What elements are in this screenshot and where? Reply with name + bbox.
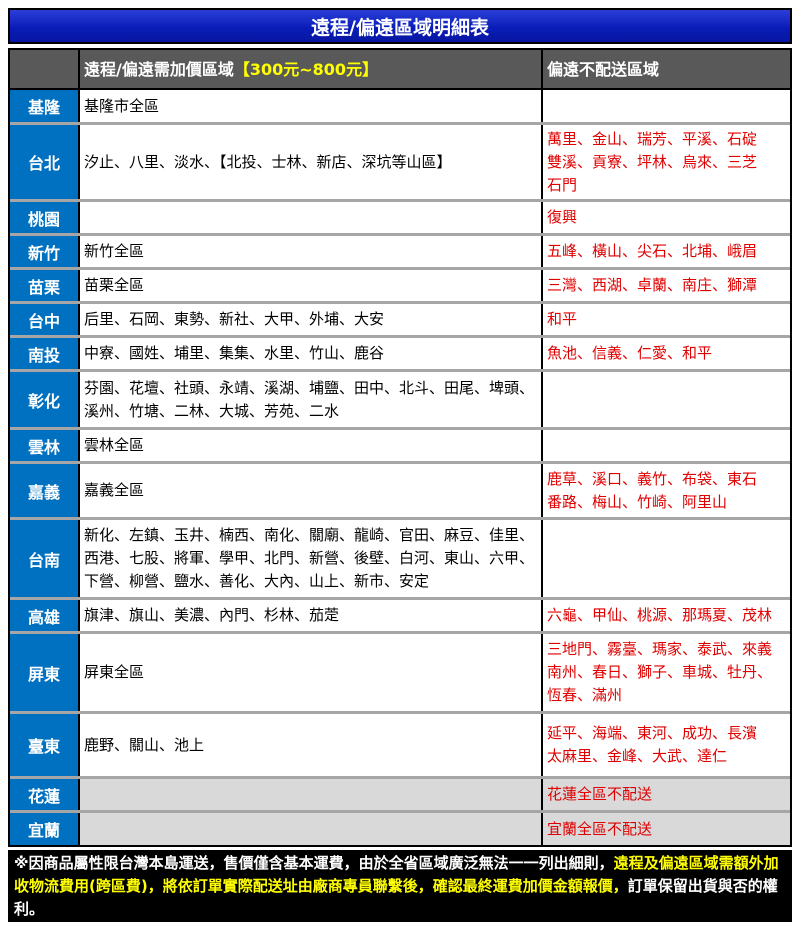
region-name: 嘉義 [10, 464, 78, 517]
table-row: 基隆 基隆市全區 [10, 90, 790, 125]
region-table: 遠程/偏遠需加價區域 【300元~800元】 偏遠不配送區域 基隆 基隆市全區 台北汐… [8, 48, 792, 847]
no-delivery-line: 花蓮全區不配送 [547, 785, 653, 803]
no-delivery-areas: 三灣、西湖、卓蘭、南庄、獅潭 [543, 270, 790, 301]
table-row: 台中 后里、石岡、東勢、新社、大甲、外埔、大安 和平 [10, 304, 790, 338]
region-name: 基隆 [10, 90, 78, 122]
table-row: 嘉義 嘉義全區 鹿草、溪口、義竹、布袋、東石 番路、梅山、竹崎、阿里山 [10, 464, 790, 520]
table-row: 雲林 雲林全區 [10, 430, 790, 464]
shipping-note: ※因商品屬性限台灣本島運送，售價僅含基本運費，由於全省區域廣泛無法一一列出細則，… [8, 850, 792, 922]
no-delivery-line: 太麻里、金峰、大武、達仁 [547, 747, 728, 765]
table-row: 高雄 旗津、旗山、美濃、內門、杉林、茄萣 六龜、甲仙、桃源、那瑪夏、茂林 [10, 600, 790, 634]
region-name: 台中 [10, 304, 78, 335]
no-delivery-line: 雙溪、貢寮、坪林、烏來、三芝 [547, 152, 758, 171]
table-row: 新竹 新竹全區 五峰、橫山、尖石、北埔、峨眉 [10, 236, 790, 270]
remote-surcharge-areas: 旗津、旗山、美濃、內門、杉林、茄萣 [78, 600, 543, 631]
header-region-cell [10, 50, 78, 88]
remote-surcharge-areas: 芬園、花壇、社頭、永靖、溪湖、埔鹽、田中、北斗、田尾、埤頭、溪州、竹塘、二林、大… [78, 372, 543, 427]
no-delivery-areas: 延平、海端、東河、成功、長濱 太麻里、金峰、大武、達仁 [543, 714, 790, 776]
remote-surcharge-areas: 新竹全區 [78, 236, 543, 267]
no-delivery-areas: 萬里、金山、瑞芳、平溪、石碇 雙溪、貢寮、坪林、烏來、三芝 石門 [543, 125, 790, 199]
remote-surcharge-areas [78, 779, 543, 810]
region-name: 新竹 [10, 236, 78, 267]
region-name: 花蓮 [10, 779, 78, 810]
no-delivery-line: 五峰、橫山、尖石、北埔、峨眉 [547, 242, 758, 260]
no-delivery-line: 三地門、霧臺、瑪家、泰武、來義 [547, 640, 773, 658]
table-row: 宜蘭 宜蘭全區不配送 [10, 813, 790, 845]
table-row: 臺東 鹿野、關山、池上 延平、海端、東河、成功、長濱 太麻里、金峰、大武、達仁 [10, 714, 790, 779]
no-delivery-areas: 六龜、甲仙、桃源、那瑪夏、茂林 [543, 600, 790, 631]
remote-surcharge-areas: 屏東全區 [78, 634, 543, 711]
no-delivery-areas: 和平 [543, 304, 790, 335]
header-remote-cell: 遠程/偏遠需加價區域 【300元~800元】 [78, 50, 543, 88]
remote-surcharge-areas: 汐止、八里、淡水、【北投、士林、新店、深坑等山區】 [78, 125, 543, 199]
no-delivery-line: 和平 [547, 310, 578, 328]
note-part3: 訂單保留出貨與否的權利。 [14, 877, 778, 918]
region-name: 臺東 [10, 714, 78, 776]
region-name: 苗栗 [10, 270, 78, 301]
no-delivery-line: 三灣、西湖、卓蘭、南庄、獅潭 [547, 276, 758, 294]
region-name: 桃園 [10, 202, 78, 233]
no-delivery-areas: 魚池、信義、仁愛、和平 [543, 338, 790, 369]
header-remote-label: 遠程/偏遠需加價區域 [84, 59, 234, 79]
table-row: 台南 新化、左鎮、玉井、楠西、南化、關廟、龍崎、官田、麻豆、佳里、西港、七股、將軍… [10, 520, 790, 600]
no-delivery-line: 石門 [547, 175, 578, 194]
no-delivery-line: 延平、海端、東河、成功、長濱 [547, 724, 758, 742]
header-remote-price: 【300元~800元】 [233, 59, 379, 79]
table-row: 南投 中寮、國姓、埔里、集集、水里、竹山、鹿谷 魚池、信義、仁愛、和平 [10, 338, 790, 372]
region-name: 宜蘭 [10, 813, 78, 845]
table-row: 桃園 復興 [10, 202, 790, 236]
no-delivery-areas: 宜蘭全區不配送 [543, 813, 790, 845]
region-name: 雲林 [10, 430, 78, 461]
no-delivery-areas: 五峰、橫山、尖石、北埔、峨眉 [543, 236, 790, 267]
no-delivery-areas [543, 372, 790, 427]
region-name: 彰化 [10, 372, 78, 427]
region-name: 台北 [10, 125, 78, 199]
table-header: 遠程/偏遠需加價區域 【300元~800元】 偏遠不配送區域 [10, 50, 790, 90]
no-delivery-line: 鹿草、溪口、義竹、布袋、東石 [547, 469, 758, 488]
region-name: 南投 [10, 338, 78, 369]
remote-surcharge-areas [78, 813, 543, 845]
no-delivery-line: 萬里、金山、瑞芳、平溪、石碇 [547, 129, 758, 148]
no-delivery-line: 魚池、信義、仁愛、和平 [547, 344, 713, 362]
note-part1: ※因商品屬性限台灣本島運送，售價僅含基本運費，由於全省區域廣泛無法一一列出細則， [14, 854, 614, 872]
remote-surcharge-areas: 嘉義全區 [78, 464, 543, 517]
no-delivery-line: 宜蘭全區不配送 [547, 819, 653, 838]
no-delivery-areas [543, 430, 790, 461]
no-delivery-areas [543, 520, 790, 597]
remote-surcharge-areas [78, 202, 543, 233]
table-row: 花蓮 花蓮全區不配送 [10, 779, 790, 813]
table-row: 苗栗 苗栗全區 三灣、西湖、卓蘭、南庄、獅潭 [10, 270, 790, 304]
remote-surcharge-areas: 新化、左鎮、玉井、楠西、南化、關廟、龍崎、官田、麻豆、佳里、西港、七股、將軍、學… [78, 520, 543, 597]
no-delivery-areas [543, 90, 790, 122]
note-part2: 遠程及偏遠區域需額外加收物流費用(跨區費)，將依訂單實際配送址由廠商專員聯繫後，… [14, 854, 779, 895]
region-name: 屏東 [10, 634, 78, 711]
remote-surcharge-areas: 苗栗全區 [78, 270, 543, 301]
no-delivery-line: 南州、春日、獅子、車城、牡丹、 [547, 663, 773, 681]
remote-surcharge-areas: 雲林全區 [78, 430, 543, 461]
table-row: 台北 汐止、八里、淡水、【北投、士林、新店、深坑等山區】 萬里、金山、瑞芳、平溪、石… [10, 125, 790, 202]
region-name: 高雄 [10, 600, 78, 631]
remote-surcharge-areas: 基隆市全區 [78, 90, 543, 122]
remote-surcharge-areas: 中寮、國姓、埔里、集集、水里、竹山、鹿谷 [78, 338, 543, 369]
header-no-delivery-cell: 偏遠不配送區域 [543, 50, 790, 88]
region-name: 台南 [10, 520, 78, 597]
remote-surcharge-areas: 后里、石岡、東勢、新社、大甲、外埔、大安 [78, 304, 543, 335]
table-row: 彰化 芬園、花壇、社頭、永靖、溪湖、埔鹽、田中、北斗、田尾、埤頭、溪州、竹塘、二林… [10, 372, 790, 430]
no-delivery-areas: 復興 [543, 202, 790, 233]
no-delivery-line: 復興 [547, 208, 578, 226]
no-delivery-areas: 三地門、霧臺、瑪家、泰武、來義 南州、春日、獅子、車城、牡丹、 恆春、滿州 [543, 634, 790, 711]
remote-surcharge-areas: 鹿野、關山、池上 [78, 714, 543, 776]
no-delivery-line: 番路、梅山、竹崎、阿里山 [547, 492, 728, 511]
no-delivery-line: 恆春、滿州 [547, 686, 623, 704]
no-delivery-areas: 鹿草、溪口、義竹、布袋、東石 番路、梅山、竹崎、阿里山 [543, 464, 790, 517]
table-row: 屏東 屏東全區 三地門、霧臺、瑪家、泰武、來義 南州、春日、獅子、車城、牡丹、 恆春、滿… [10, 634, 790, 714]
no-delivery-areas: 花蓮全區不配送 [543, 779, 790, 810]
no-delivery-line: 六龜、甲仙、桃源、那瑪夏、茂林 [547, 606, 773, 624]
page-title: 遠程/偏遠區域明細表 [8, 8, 792, 44]
